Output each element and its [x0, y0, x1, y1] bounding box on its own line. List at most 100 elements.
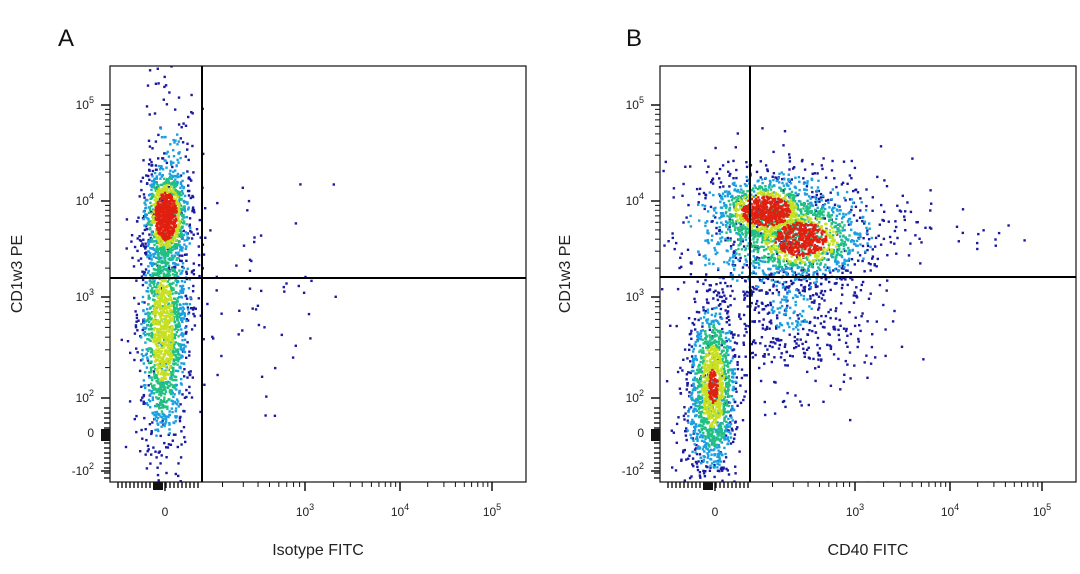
event-dot — [852, 242, 856, 246]
event-dot — [146, 338, 149, 341]
event-dot — [775, 324, 779, 327]
event-dot — [784, 288, 787, 291]
event-dot — [724, 434, 728, 437]
event-dot — [835, 185, 838, 189]
event-dot — [192, 269, 195, 272]
event-dot — [135, 279, 138, 282]
event-dot — [743, 334, 746, 337]
event-dot — [816, 206, 819, 209]
event-dot — [156, 382, 160, 385]
event-dot — [154, 428, 157, 432]
event-dot — [692, 420, 695, 424]
event-dot — [175, 323, 179, 326]
event-dot — [171, 257, 175, 260]
event-dot — [773, 356, 776, 359]
event-dot — [808, 288, 811, 291]
event-dot — [816, 336, 820, 340]
event-dot — [178, 175, 181, 178]
event-dot — [695, 358, 699, 361]
event-dot — [802, 177, 805, 180]
event-dot — [822, 251, 825, 254]
event-dot — [166, 182, 169, 185]
event-dot — [793, 310, 796, 313]
event-dot — [162, 373, 165, 376]
event-dot — [159, 336, 162, 340]
event-dot — [178, 417, 182, 420]
event-dot — [157, 423, 160, 426]
event-dot — [176, 143, 179, 146]
event-dot — [828, 269, 831, 272]
event-dot — [853, 166, 857, 170]
event-dot — [136, 237, 139, 240]
event-dot — [760, 301, 764, 304]
event-dot — [174, 420, 177, 423]
event-dot — [804, 269, 807, 272]
event-dot — [162, 265, 165, 269]
event-dot — [909, 242, 912, 245]
event-dot — [806, 180, 809, 183]
event-dot — [156, 274, 159, 277]
event-dot — [179, 307, 182, 310]
event-dot — [187, 208, 190, 211]
event-dot — [185, 245, 188, 248]
event-dot — [174, 175, 178, 178]
event-dot — [843, 228, 846, 232]
event-dot — [807, 346, 810, 349]
event-dot — [155, 285, 159, 289]
event-dot — [819, 192, 823, 196]
event-dot — [159, 282, 162, 285]
event-dot — [155, 456, 158, 459]
event-dot — [141, 396, 144, 399]
event-dot — [874, 245, 877, 248]
event-dot — [170, 163, 173, 166]
event-dot — [156, 67, 159, 70]
event-dot — [183, 314, 186, 318]
event-dot — [713, 307, 716, 310]
event-dot — [855, 219, 859, 222]
event-dot — [903, 215, 906, 218]
event-dot — [164, 286, 167, 289]
event-dot — [761, 323, 764, 327]
event-dot — [855, 244, 858, 247]
event-dot — [162, 261, 166, 264]
event-dot — [157, 389, 160, 393]
event-dot — [810, 186, 813, 189]
event-dot — [672, 196, 675, 199]
event-dot — [851, 248, 854, 252]
event-dot — [703, 440, 706, 444]
event-dot — [698, 219, 701, 222]
event-dot — [694, 451, 697, 454]
event-dot — [835, 214, 839, 217]
event-dot — [191, 270, 194, 273]
event-dot — [848, 249, 851, 252]
event-dot — [166, 228, 169, 232]
event-dot — [994, 238, 997, 241]
event-dot — [165, 161, 169, 165]
event-dot — [809, 294, 812, 298]
event-dot — [747, 253, 750, 256]
event-dot — [722, 399, 725, 402]
event-dot — [186, 236, 189, 239]
event-dot — [832, 353, 836, 356]
event-dot — [720, 343, 723, 347]
event-dot — [152, 214, 156, 218]
event-dot — [167, 205, 170, 209]
event-dot — [183, 280, 187, 283]
event-dot — [215, 275, 218, 279]
event-dot — [158, 354, 161, 358]
event-dot — [160, 372, 163, 375]
event-dot — [788, 156, 791, 159]
event-dot — [172, 170, 175, 173]
event-dot — [144, 334, 147, 337]
event-dot — [176, 363, 179, 366]
event-dot — [791, 296, 795, 300]
event-dot — [695, 414, 698, 417]
event-dot — [166, 190, 169, 194]
event-dot — [149, 257, 153, 260]
event-dot — [809, 201, 812, 205]
event-dot — [681, 369, 684, 372]
event-dot — [718, 226, 721, 229]
event-dot — [149, 368, 153, 371]
event-dot — [248, 258, 252, 261]
event-dot — [725, 426, 728, 430]
